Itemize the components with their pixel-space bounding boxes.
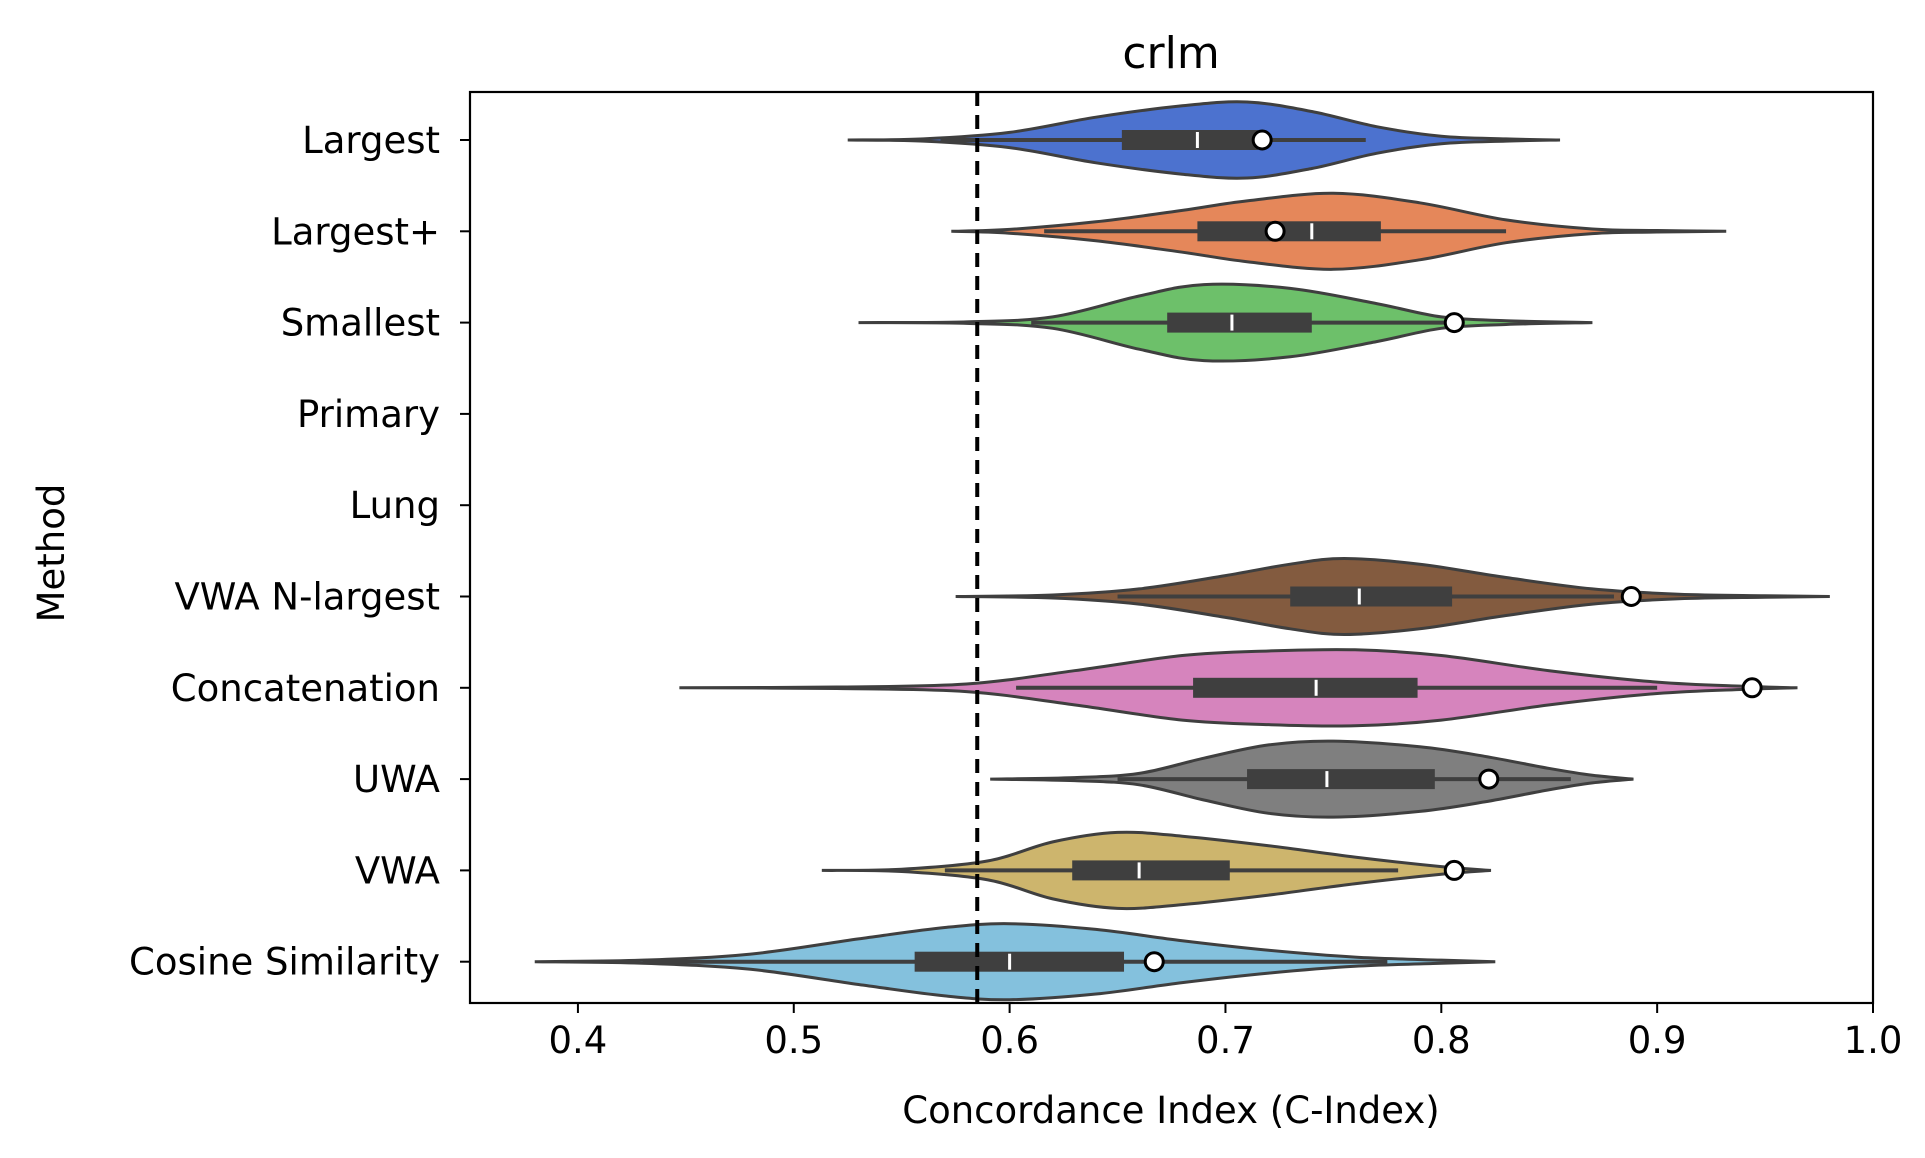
violin-box <box>1247 769 1435 790</box>
marker-point <box>1264 220 1286 242</box>
violin-box <box>1121 130 1258 150</box>
y-tick-label: Concatenation <box>171 667 440 710</box>
x-tick-label: 0.5 <box>764 1019 823 1062</box>
x-tick-label: 1.0 <box>1844 1019 1903 1062</box>
y-tick-label: Cosine Similarity <box>129 941 440 984</box>
y-tick-label: Lung <box>350 484 440 527</box>
x-tick-label: 0.8 <box>1412 1019 1471 1062</box>
x-axis-title: Concordance Index (C-Index) <box>902 1089 1439 1132</box>
violin-box <box>1193 677 1418 698</box>
y-axis-title: Method <box>30 484 73 623</box>
violin-box <box>1197 221 1381 242</box>
marker-point <box>1251 129 1273 151</box>
violin-box <box>914 951 1125 972</box>
x-tick-label: 0.9 <box>1628 1019 1687 1062</box>
marker-point <box>1443 859 1465 881</box>
x-tick-label: 0.6 <box>980 1019 1039 1062</box>
violin-box <box>1167 312 1312 333</box>
marker-point <box>1741 677 1763 699</box>
plot-frame <box>468 90 1875 1005</box>
violin-box <box>1290 586 1453 607</box>
y-tick-label: Primary <box>297 393 440 436</box>
marker-point <box>1143 951 1165 973</box>
x-tick-label: 0.4 <box>549 1019 608 1062</box>
y-tick-label: Largest <box>302 119 440 162</box>
marker-point <box>1620 586 1642 607</box>
plot-area: 0.4 0.5 0.6 0.7 0.8 0.9 1.0 Largest Largest+ Smal… <box>129 90 1903 1062</box>
marker-point <box>1478 768 1500 790</box>
y-tick-label: Smallest <box>281 302 440 345</box>
chart-title: crlm <box>1122 28 1219 79</box>
y-tick-label: UWA <box>353 758 440 801</box>
x-tick-label: 0.7 <box>1196 1019 1255 1062</box>
violin-box <box>1072 860 1230 881</box>
marker-point <box>1443 312 1465 334</box>
y-tick-label: Largest+ <box>271 210 440 253</box>
y-tick-label: VWA N-largest <box>174 576 440 619</box>
y-tick-label: VWA <box>355 849 440 892</box>
